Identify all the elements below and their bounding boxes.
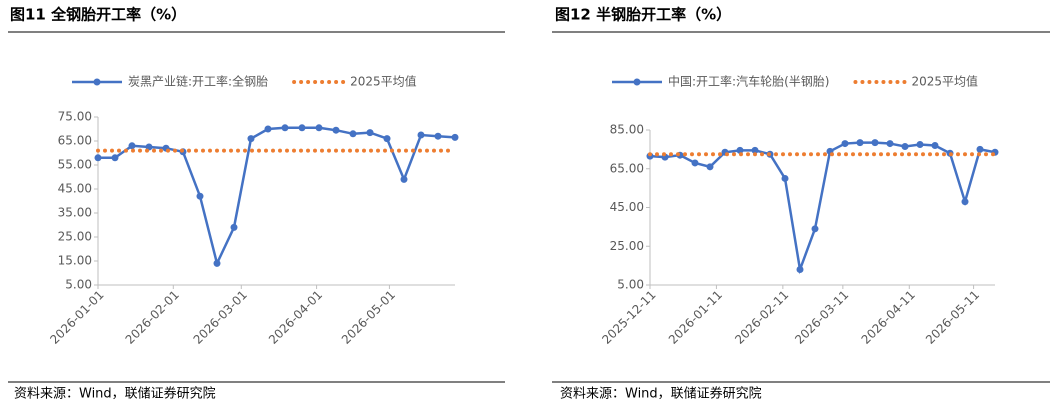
point [901, 142, 909, 150]
point [400, 175, 408, 183]
legend-marker [93, 78, 101, 86]
chart-title: 图11 全钢胎开工率（%） [10, 6, 186, 24]
source: 资料来源：Wind，联储证券研究院 [14, 386, 216, 402]
point [196, 192, 204, 200]
y-tick-label: 45.00 [610, 200, 644, 214]
point [931, 142, 939, 149]
source: 资料来源：Wind，联储证券研究院 [560, 386, 762, 402]
y-tick-label: 65.00 [58, 134, 92, 148]
y-tick-label: 45.00 [58, 182, 92, 196]
x-tick-label: 2026-04-01 [266, 288, 325, 347]
point [781, 174, 789, 182]
y-tick-label: 15.00 [58, 254, 92, 268]
x-tick-label: 2026-02-01 [123, 288, 182, 347]
series-line [649, 141, 996, 275]
point [796, 266, 804, 273]
point [315, 124, 323, 132]
chart-title: 图12 半钢胎开工率（%） [555, 6, 731, 24]
x-tick-label: 2025-12-11 [599, 288, 658, 347]
y-tick-label: 35.00 [58, 206, 92, 220]
y-tick-label: 75.00 [58, 110, 92, 124]
point [916, 141, 924, 149]
point [94, 154, 102, 162]
point [856, 139, 864, 147]
point [213, 259, 221, 267]
y-tick-label: 5.00 [617, 278, 644, 292]
point [706, 163, 714, 171]
point [811, 225, 819, 233]
point [128, 142, 136, 150]
point [298, 124, 306, 132]
point [264, 125, 272, 133]
x-tick-label: 2026-05-01 [339, 288, 398, 347]
point [281, 124, 289, 132]
x-tick-label: 2026-02-11 [732, 288, 791, 347]
point [332, 126, 340, 134]
legend-label: 中国:开工率:汽车轮胎(半钢胎) [668, 74, 829, 89]
x-tick-label: 2026-04-11 [859, 288, 918, 347]
y-tick-label: 25.00 [58, 230, 92, 244]
point [111, 154, 119, 162]
point [886, 140, 894, 148]
x-tick-label: 2026-05-11 [923, 288, 982, 347]
legend-marker [633, 78, 641, 86]
point [247, 135, 255, 143]
point [736, 146, 744, 154]
point [751, 146, 759, 154]
point [230, 223, 238, 231]
y-tick-label: 65.00 [610, 161, 644, 175]
y-tick-label: 85.00 [610, 123, 644, 137]
series-line [98, 126, 456, 268]
point [383, 135, 391, 143]
x-tick-label: 2026-03-01 [191, 288, 250, 347]
y-tick-label: 25.00 [610, 239, 644, 253]
point [961, 198, 969, 206]
legend-label: 炭黑产业链:开工率:全钢胎 [128, 74, 268, 89]
y-tick-label: 55.00 [58, 158, 92, 172]
point [976, 145, 984, 153]
point [841, 140, 849, 148]
legend-label: 2025平均值 [911, 74, 978, 89]
x-tick-label: 2026-01-01 [47, 288, 106, 347]
legend-label: 2025平均值 [350, 74, 417, 89]
point [434, 132, 442, 140]
point [451, 133, 459, 141]
y-tick-label: 5.00 [65, 278, 92, 292]
point [349, 130, 357, 138]
point [691, 159, 699, 167]
x-tick-label: 2026-01-11 [666, 288, 725, 347]
x-tick-label: 2026-03-11 [792, 288, 851, 347]
point [871, 139, 879, 147]
point [366, 129, 374, 137]
point [417, 131, 425, 139]
